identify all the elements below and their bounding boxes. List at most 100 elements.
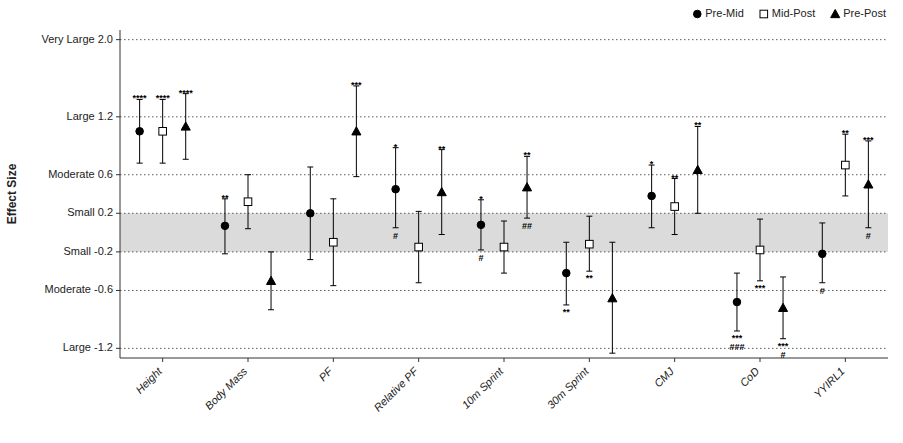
y-tick [116, 290, 120, 291]
chart: Large -1.2Moderate -0.6Small -0.2Small 0… [0, 0, 903, 443]
y-tick-label: Large -1.2 [63, 341, 113, 353]
hash-annotation: # [820, 286, 825, 296]
x-tick [248, 358, 249, 362]
error-bar [819, 223, 825, 283]
annotation: * [650, 159, 654, 169]
data-group [136, 86, 873, 353]
error-bar [842, 134, 848, 196]
point [693, 165, 702, 173]
x-tick-label: 10m Sprint [459, 364, 506, 411]
x-tick [504, 358, 505, 362]
y-tick-label: Large 1.2 [67, 110, 113, 122]
annotation: ** [221, 193, 229, 203]
error-bar [330, 199, 336, 286]
y-axis-label: Effect Size [5, 163, 19, 224]
y-tick-label: Very Large 2.0 [41, 33, 113, 45]
error-bar [672, 179, 678, 235]
point [733, 298, 741, 306]
annotation: *** [351, 80, 362, 90]
error-bar [757, 219, 763, 281]
x-tick [760, 358, 761, 362]
annotation: **** [133, 93, 148, 103]
grid-line [120, 116, 888, 117]
legend: Pre-MidMid-PostPre-Post [693, 7, 886, 19]
point [477, 221, 485, 229]
x-tick-label: Body Mass [202, 365, 249, 412]
annotation: * [479, 194, 483, 204]
y-tick-label: Small -0.2 [63, 245, 113, 257]
annotation: ** [842, 128, 850, 138]
point [522, 183, 531, 191]
point [586, 240, 594, 248]
point [392, 185, 400, 193]
grid-line [120, 213, 888, 214]
x-tick-label: PF [316, 364, 335, 383]
x-tick-label: Relative PF [371, 364, 421, 414]
point [842, 161, 850, 169]
hash-annotation: # [866, 231, 871, 241]
point [221, 222, 229, 230]
hash-annotation: ## [522, 221, 532, 231]
error-bar [478, 200, 484, 250]
hash-annotation: # [393, 231, 398, 241]
legend-label: Pre-Mid [705, 7, 744, 19]
x-tick-label: CoD [737, 365, 761, 389]
y-tick [116, 39, 120, 40]
annotation: ** [563, 307, 571, 317]
point [437, 188, 446, 196]
y-tick [116, 116, 120, 117]
x-tick-label: YYIRL1 [811, 365, 846, 400]
point [818, 250, 826, 258]
y-tick [116, 251, 120, 252]
point [562, 269, 570, 277]
point [608, 294, 617, 302]
annotation: ** [671, 173, 679, 183]
annotation: *** [863, 135, 874, 145]
legend-swatch [831, 9, 840, 17]
point [864, 180, 873, 188]
annotation: ** [524, 150, 532, 160]
x-tick-label: 30m Sprint [545, 364, 592, 411]
point [671, 203, 679, 211]
annotation: * [394, 142, 398, 152]
grid-line [120, 39, 888, 40]
point [756, 246, 764, 254]
legend-swatch [693, 10, 701, 18]
point [159, 127, 167, 135]
y-axis [120, 30, 121, 358]
annotation: ** [694, 120, 702, 130]
error-bar [734, 273, 740, 331]
error-bar [245, 175, 251, 229]
y-tick [116, 174, 120, 175]
point [352, 127, 361, 135]
x-tick-label: Height [133, 364, 165, 396]
point [181, 122, 190, 130]
error-bar [586, 216, 592, 271]
error-bar [563, 242, 569, 305]
y-tick [116, 348, 120, 349]
error-bar [416, 211, 422, 282]
legend-label: Pre-Post [843, 7, 886, 19]
legend-swatch [760, 10, 768, 18]
x-tick [333, 358, 334, 362]
hash-annotation: # [478, 253, 483, 263]
annotation: **** [156, 93, 171, 103]
hash-annotation: ### [729, 342, 744, 352]
grid-line [120, 290, 888, 291]
error-bar [393, 148, 399, 228]
point [648, 192, 656, 200]
grid-line [120, 174, 888, 175]
annotation: ** [438, 144, 446, 154]
point [306, 209, 314, 217]
point [330, 238, 338, 246]
error-bar [649, 165, 655, 228]
x-tick [674, 358, 675, 362]
x-tick [418, 358, 419, 362]
error-bar [137, 99, 143, 163]
point [778, 303, 787, 311]
point [415, 243, 423, 251]
x-tick [845, 358, 846, 362]
point [266, 276, 275, 284]
error-bar [307, 167, 313, 260]
x-tick-label: CMJ [652, 365, 677, 390]
